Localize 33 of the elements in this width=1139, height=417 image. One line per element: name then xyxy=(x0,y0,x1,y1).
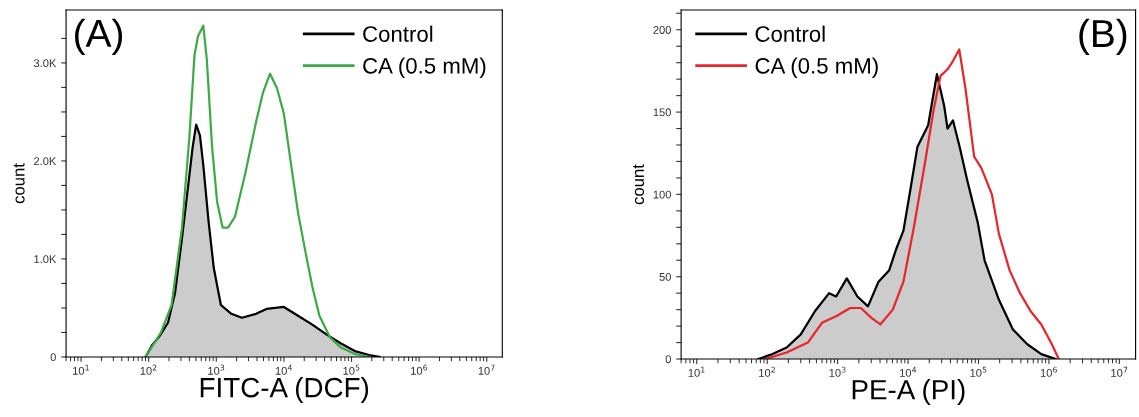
x-tick-label: 10$^{7}$ xyxy=(1111,366,1128,377)
x-tick-label: 10$^{3}$ xyxy=(829,366,846,377)
y-tick-label: 1.0K xyxy=(34,255,57,264)
y-tick-label: 150 xyxy=(653,108,671,117)
x-tick-label: 10$^{3}$ xyxy=(208,364,225,375)
x-axis-title: PE-A (PI) xyxy=(852,379,965,405)
x-axis-title: FITC-A (DCF) xyxy=(200,377,369,403)
y-axis-title: count xyxy=(13,163,25,204)
legend-label: CA (0.5 mM) xyxy=(755,57,878,79)
x-tick-label: 10$^{5}$ xyxy=(970,366,987,377)
y-tick-label: 50 xyxy=(659,272,671,281)
x-tick-label: 10$^{1}$ xyxy=(688,366,705,377)
x-tick-label: 10$^{2}$ xyxy=(140,364,157,375)
y-axis-title: count xyxy=(633,164,645,205)
legend-label: Control xyxy=(363,25,433,42)
chart-title: (A) xyxy=(75,18,123,55)
legend-label: CA (0.5 mM) xyxy=(363,57,486,79)
y-tick-label: 100 xyxy=(653,190,671,199)
x-tick-label: 10$^{4}$ xyxy=(275,364,292,375)
y-tick-label: 0 xyxy=(665,355,671,364)
y-tick-label: 2.0K xyxy=(34,157,57,166)
x-tick-label: 10$^{6}$ xyxy=(411,364,428,375)
x-tick-label: 10$^{6}$ xyxy=(1040,366,1057,377)
chart-title: (B) xyxy=(1079,18,1127,55)
x-tick-label: 10$^{2}$ xyxy=(759,366,775,377)
x-tick-label: 10$^{7}$ xyxy=(478,364,495,375)
x-tick-label: 10$^{5}$ xyxy=(343,364,360,375)
x-tick-label: 10$^{4}$ xyxy=(900,366,917,377)
y-tick-label: 3.0K xyxy=(33,59,57,68)
legend-label: Control xyxy=(755,25,825,42)
x-tick-label: 10$^{1}$ xyxy=(73,364,89,375)
y-tick-label: 200 xyxy=(653,26,671,34)
y-tick-label: 0 xyxy=(50,353,56,362)
